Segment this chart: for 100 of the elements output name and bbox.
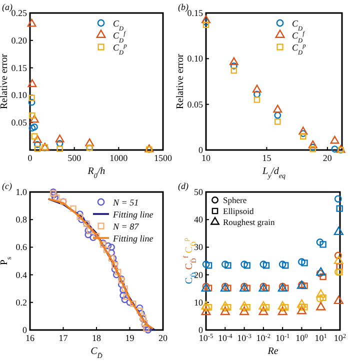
point — [298, 126, 308, 135]
point — [56, 140, 64, 147]
point — [298, 258, 306, 266]
y-tick-label: 30 — [194, 242, 204, 252]
x-tick-label: 18 — [92, 333, 102, 343]
point — [278, 306, 288, 316]
annotation: Roughest grain — [223, 217, 276, 227]
y-tick-label: 40 — [194, 214, 204, 225]
point — [28, 94, 35, 102]
point — [136, 308, 143, 314]
point — [254, 90, 260, 98]
x-tick-label: 19 — [125, 333, 135, 343]
x-tick-label: 1500 — [154, 153, 172, 163]
point — [258, 306, 268, 316]
point — [336, 268, 343, 276]
point — [112, 271, 120, 278]
point — [334, 252, 342, 260]
y-tick-label: 50 — [194, 187, 204, 197]
point — [230, 62, 238, 70]
text: (a) — [2, 2, 12, 12]
point — [30, 124, 38, 130]
point — [29, 112, 36, 119]
y-tick-label: 0.10 — [11, 90, 28, 100]
point — [230, 67, 238, 74]
x-axis-title: C$_{D̄}$ — [90, 346, 102, 360]
point — [70, 205, 76, 212]
x-tick-label: 16 — [26, 333, 35, 343]
point — [316, 238, 324, 246]
y-tick-label: 0.05 — [187, 99, 204, 110]
x-axis-title: L$_{y}$/d$_{eq}$ — [261, 166, 286, 180]
point — [202, 304, 210, 312]
point — [220, 306, 230, 316]
point — [273, 104, 282, 113]
point — [34, 141, 41, 148]
point — [28, 79, 37, 88]
point — [331, 146, 338, 153]
y-tick-label: 10 — [194, 297, 204, 308]
x-tick-label: 20 — [322, 153, 332, 163]
point — [202, 260, 210, 268]
point — [334, 256, 344, 264]
point — [252, 84, 262, 93]
x-tick-label: 10$^{2}$ — [334, 332, 346, 343]
point — [316, 289, 326, 298]
x-tick-label: 10$^{-2}$ — [256, 332, 271, 343]
y-tick-label: 0 — [198, 325, 204, 335]
y-tick-label: 0.20 — [11, 35, 28, 46]
point — [296, 306, 306, 314]
y-tick-label: 0.2 — [16, 297, 27, 308]
point — [254, 96, 260, 103]
point — [30, 114, 39, 123]
x-tick-label: 20 — [158, 333, 168, 343]
point — [56, 146, 63, 152]
y-axis-title: Relative error — [175, 53, 186, 110]
x-tick-label: 1000 — [110, 153, 128, 163]
x-tick-label: 10$^{-3}$ — [237, 332, 252, 343]
point — [300, 130, 307, 138]
y-tick-label: 0 — [22, 325, 28, 335]
x-axis-title: Re — [266, 346, 279, 357]
x-tick-label: 10$^{1}$ — [314, 332, 327, 343]
point — [334, 296, 344, 304]
point — [221, 260, 229, 268]
point — [316, 270, 324, 278]
point — [32, 135, 42, 143]
y-tick-label: 0.25 — [11, 8, 28, 18]
point — [240, 306, 250, 316]
point — [78, 216, 86, 224]
y-tick-label: 0.15 — [11, 62, 28, 73]
text: (c) — [2, 181, 12, 191]
point — [300, 133, 306, 140]
x-tick-label: 10$^{-1}$ — [275, 332, 290, 343]
legend-label: N = 87 — [112, 222, 140, 232]
point — [103, 246, 110, 254]
y-tick-label: 0.15 — [187, 8, 204, 18]
y-tick-label: 1.0 — [16, 187, 28, 197]
point — [316, 302, 326, 310]
point — [296, 299, 306, 308]
point — [201, 306, 211, 316]
point — [90, 234, 97, 242]
point — [93, 233, 100, 240]
annotation: Sphere — [223, 195, 247, 205]
point — [278, 260, 286, 268]
point — [278, 301, 288, 310]
x-tick-label: 10$^{-4}$ — [218, 332, 234, 343]
text: (d) — [178, 181, 188, 191]
y-tick-label: 0 — [198, 145, 204, 155]
point — [298, 303, 306, 311]
point — [118, 280, 125, 288]
point — [229, 57, 238, 66]
point — [138, 310, 145, 317]
point — [84, 231, 92, 238]
point — [260, 304, 268, 312]
point — [308, 140, 318, 148]
annotation: Ellipsoid — [223, 206, 254, 216]
point — [202, 22, 210, 28]
x-axis-title: R$_{0}$/h — [86, 166, 106, 180]
y-tick-label: 0.10 — [187, 54, 204, 64]
point — [240, 260, 248, 268]
legend-label: C$_{D}$ — [113, 18, 124, 32]
point — [334, 226, 344, 236]
point — [27, 18, 36, 27]
